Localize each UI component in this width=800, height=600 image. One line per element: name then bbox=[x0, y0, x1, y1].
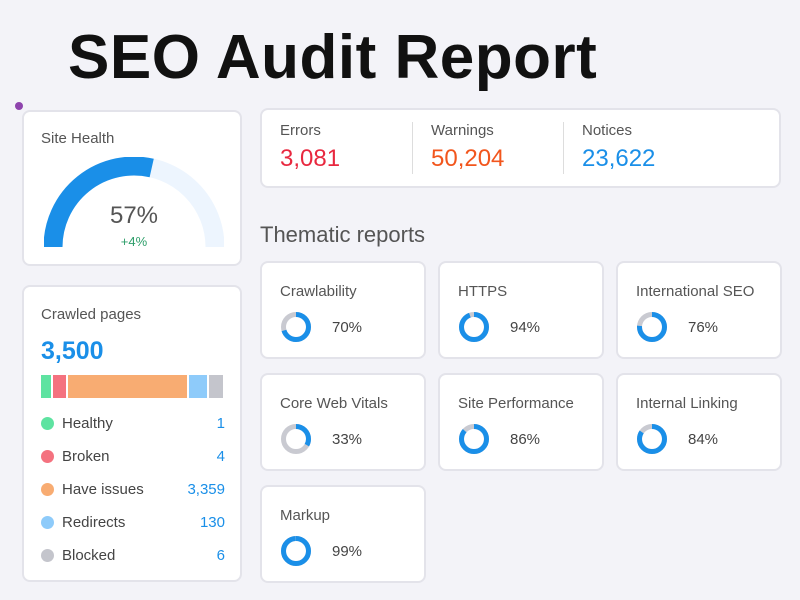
legend-item-broken[interactable]: Broken 4 bbox=[41, 448, 225, 465]
page-title: SEO Audit Report bbox=[68, 23, 598, 92]
report-label: Crawlability bbox=[280, 283, 357, 300]
report-donut bbox=[637, 312, 667, 342]
crawled-pages-card[interactable]: Crawled pages 3,500 Healthy 1 Broken 4 Have … bbox=[22, 285, 242, 582]
site-health-delta: +4% bbox=[120, 234, 148, 249]
bar-segment-have-issues bbox=[68, 375, 187, 398]
site-health-gauge bbox=[44, 157, 224, 248]
legend-item-blocked[interactable]: Blocked 6 bbox=[41, 547, 225, 564]
divider bbox=[412, 122, 413, 174]
legend-color-dot bbox=[41, 549, 54, 562]
legend-value: 6 bbox=[216, 547, 225, 564]
issues-summary-card: Errors 3,081 Warnings 50,204 Notices 23,… bbox=[260, 108, 781, 188]
crawled-pages-total: 3,500 bbox=[41, 337, 104, 365]
report-percent: 70% bbox=[332, 319, 363, 336]
bar-segment-healthy bbox=[41, 375, 51, 398]
stat-value: 3,081 bbox=[280, 145, 341, 172]
gauge-fill bbox=[44, 157, 154, 248]
report-tile-internal-linking[interactable]: Internal Linking 84% bbox=[616, 373, 782, 471]
legend-color-dot bbox=[41, 417, 54, 430]
legend-color-dot bbox=[41, 483, 54, 496]
crawled-pages-label: Crawled pages bbox=[41, 306, 142, 323]
legend-label: Blocked bbox=[62, 547, 116, 564]
legend-value: 3,359 bbox=[187, 481, 225, 498]
bar-segment-broken bbox=[53, 375, 66, 398]
legend-item-have-issues[interactable]: Have issues 3,359 bbox=[41, 481, 225, 498]
divider bbox=[563, 122, 564, 174]
report-donut bbox=[459, 424, 489, 454]
legend-value: 1 bbox=[216, 415, 225, 432]
bar-segment-redirects bbox=[189, 375, 207, 398]
report-tile-site-performance[interactable]: Site Performance 86% bbox=[438, 373, 604, 471]
stat-warnings[interactable]: Warnings 50,204 bbox=[413, 110, 563, 186]
bar-segment-blocked bbox=[209, 375, 223, 398]
stat-value: 23,622 bbox=[582, 145, 656, 172]
report-percent: 84% bbox=[688, 431, 719, 448]
legend-value: 130 bbox=[199, 514, 225, 531]
marker-dot bbox=[15, 102, 23, 110]
report-donut bbox=[281, 536, 311, 566]
legend-item-redirects[interactable]: Redirects 130 bbox=[41, 514, 225, 531]
report-percent: 94% bbox=[510, 319, 541, 336]
report-label: Markup bbox=[280, 507, 331, 524]
report-donut bbox=[281, 424, 311, 454]
report-tile-international-seo[interactable]: International SEO 76% bbox=[616, 261, 782, 359]
report-donut bbox=[637, 424, 667, 454]
thematic-reports-heading: Thematic reports bbox=[260, 222, 426, 247]
stat-errors[interactable]: Errors 3,081 bbox=[262, 110, 412, 186]
report-label: HTTPS bbox=[458, 283, 508, 300]
report-percent: 33% bbox=[332, 431, 363, 448]
legend-value: 4 bbox=[216, 448, 225, 465]
report-donut bbox=[459, 312, 489, 342]
report-tile-crawlability[interactable]: Crawlability 70% bbox=[260, 261, 426, 359]
legend-label: Have issues bbox=[62, 481, 144, 498]
report-label: International SEO bbox=[636, 283, 755, 300]
report-tile-https[interactable]: HTTPS 94% bbox=[438, 261, 604, 359]
site-health-card[interactable]: Site Health 57% +4% bbox=[22, 110, 242, 266]
legend-label: Redirects bbox=[62, 514, 126, 531]
legend-item-healthy[interactable]: Healthy 1 bbox=[41, 415, 225, 432]
legend-color-dot bbox=[41, 516, 54, 529]
legend-label: Broken bbox=[62, 448, 110, 465]
stat-value: 50,204 bbox=[431, 145, 505, 172]
report-percent: 99% bbox=[332, 543, 363, 560]
site-health-value: 57% bbox=[109, 202, 159, 229]
report-percent: 86% bbox=[510, 431, 541, 448]
report-tile-markup[interactable]: Markup 99% bbox=[260, 485, 426, 583]
report-percent: 76% bbox=[688, 319, 719, 336]
report-tile-core-web-vitals[interactable]: Core Web Vitals 33% bbox=[260, 373, 426, 471]
legend-color-dot bbox=[41, 450, 54, 463]
report-label: Internal Linking bbox=[636, 395, 738, 412]
report-donut bbox=[281, 312, 311, 342]
report-label: Site Performance bbox=[458, 395, 574, 412]
crawled-pages-bar bbox=[41, 375, 225, 398]
site-health-label: Site Health bbox=[41, 130, 115, 147]
report-label: Core Web Vitals bbox=[280, 395, 388, 412]
stat-label: Warnings bbox=[431, 122, 494, 139]
stat-label: Errors bbox=[280, 122, 321, 139]
stat-label: Notices bbox=[582, 122, 633, 139]
stat-notices[interactable]: Notices 23,622 bbox=[564, 110, 714, 186]
legend-label: Healthy bbox=[62, 415, 113, 432]
